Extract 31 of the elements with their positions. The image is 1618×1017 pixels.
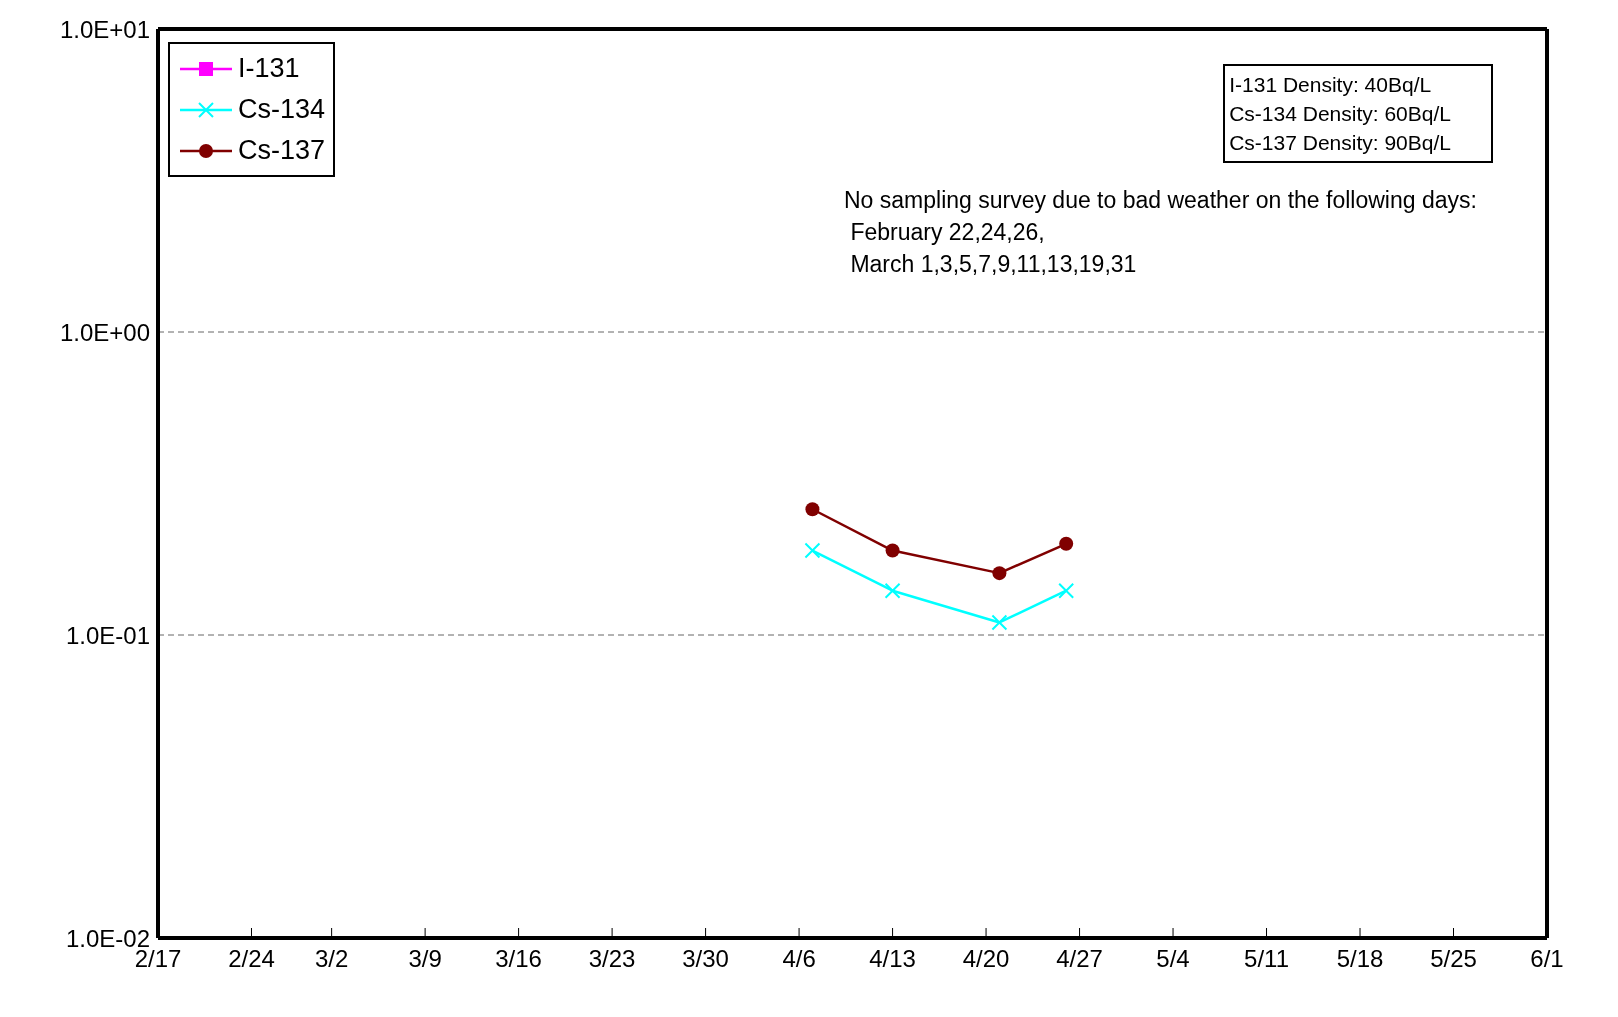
point	[992, 566, 1007, 581]
point	[805, 502, 820, 517]
x-tick-label: 5/4	[1156, 945, 1190, 973]
y-tick-label: 1.0E+00	[59, 318, 150, 346]
point	[1059, 536, 1074, 551]
x-tick-label: 5/18	[1336, 945, 1384, 973]
x-tick-label: 4/6	[782, 945, 816, 973]
x-tick-label: 3/23	[588, 945, 636, 973]
x-tick-label: 3/2	[314, 945, 349, 973]
point	[884, 582, 901, 599]
point	[804, 542, 821, 559]
legend-label: I-131	[238, 53, 300, 84]
x-tick-label: 3/16	[495, 945, 542, 973]
point	[885, 543, 900, 558]
annotation: I-131 Density: 40Bq/L Cs-134 Density: 60Bq/L Cs-137 Density: 90Bq/L	[1223, 64, 1493, 163]
point	[1058, 582, 1075, 599]
legend-label: Cs-134	[238, 94, 326, 125]
x-tick-label: 2/24	[228, 945, 275, 973]
x-tick-label: 3/9	[408, 945, 442, 973]
y-tick-label: 1.0E+01	[59, 15, 150, 43]
point	[991, 614, 1008, 631]
y-tick-label: 1.0E-01	[65, 621, 150, 649]
x-tick-label: 5/11	[1244, 945, 1289, 973]
x-tick-label: 4/27	[1056, 945, 1103, 973]
x-tick-label: 3/30	[682, 945, 729, 973]
x-tick-label: 4/13	[869, 945, 916, 973]
x-tick-label: 4/20	[962, 945, 1010, 973]
legend-label: Cs-137	[238, 135, 326, 166]
x-tick-label: 5/25	[1430, 945, 1477, 973]
annotation: No sampling survey due to bad weather on the following days: February 22,24,26, March 1,3,5,7,9,11,13,19,31	[844, 186, 1477, 279]
x-tick-label: 6/1	[1530, 945, 1564, 973]
